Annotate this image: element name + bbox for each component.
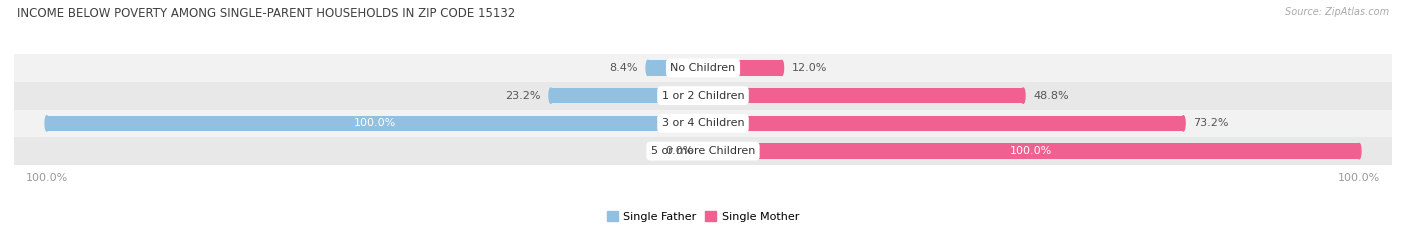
Circle shape xyxy=(1021,88,1025,103)
Text: 8.4%: 8.4% xyxy=(610,63,638,73)
Bar xyxy=(14,54,1392,82)
Text: 12.0%: 12.0% xyxy=(792,63,827,73)
Bar xyxy=(14,82,1392,110)
Text: 5 or more Children: 5 or more Children xyxy=(651,146,755,156)
Text: 100.0%: 100.0% xyxy=(1010,146,1052,156)
Bar xyxy=(703,116,1184,131)
Circle shape xyxy=(647,60,650,75)
Bar xyxy=(551,88,703,103)
Text: No Children: No Children xyxy=(671,63,735,73)
Bar xyxy=(696,144,703,159)
Text: Source: ZipAtlas.com: Source: ZipAtlas.com xyxy=(1285,7,1389,17)
Legend: Single Father, Single Mother: Single Father, Single Mother xyxy=(602,207,804,226)
Text: INCOME BELOW POVERTY AMONG SINGLE-PARENT HOUSEHOLDS IN ZIP CODE 15132: INCOME BELOW POVERTY AMONG SINGLE-PARENT… xyxy=(17,7,515,20)
Bar xyxy=(648,60,703,75)
Text: 1 or 2 Children: 1 or 2 Children xyxy=(662,91,744,101)
Bar xyxy=(46,116,703,131)
Bar xyxy=(703,60,782,75)
Circle shape xyxy=(548,88,553,103)
Text: 23.2%: 23.2% xyxy=(505,91,541,101)
Text: 73.2%: 73.2% xyxy=(1194,118,1229,128)
Circle shape xyxy=(45,116,49,131)
Circle shape xyxy=(1181,116,1185,131)
Bar xyxy=(14,137,1392,165)
Text: 3 or 4 Children: 3 or 4 Children xyxy=(662,118,744,128)
Bar xyxy=(703,88,1024,103)
Text: 48.8%: 48.8% xyxy=(1033,91,1069,101)
Text: 100.0%: 100.0% xyxy=(354,118,396,128)
Text: 0.0%: 0.0% xyxy=(665,146,693,156)
Bar xyxy=(14,110,1392,137)
Bar xyxy=(703,144,1360,159)
Circle shape xyxy=(1357,144,1361,159)
Circle shape xyxy=(780,60,783,75)
